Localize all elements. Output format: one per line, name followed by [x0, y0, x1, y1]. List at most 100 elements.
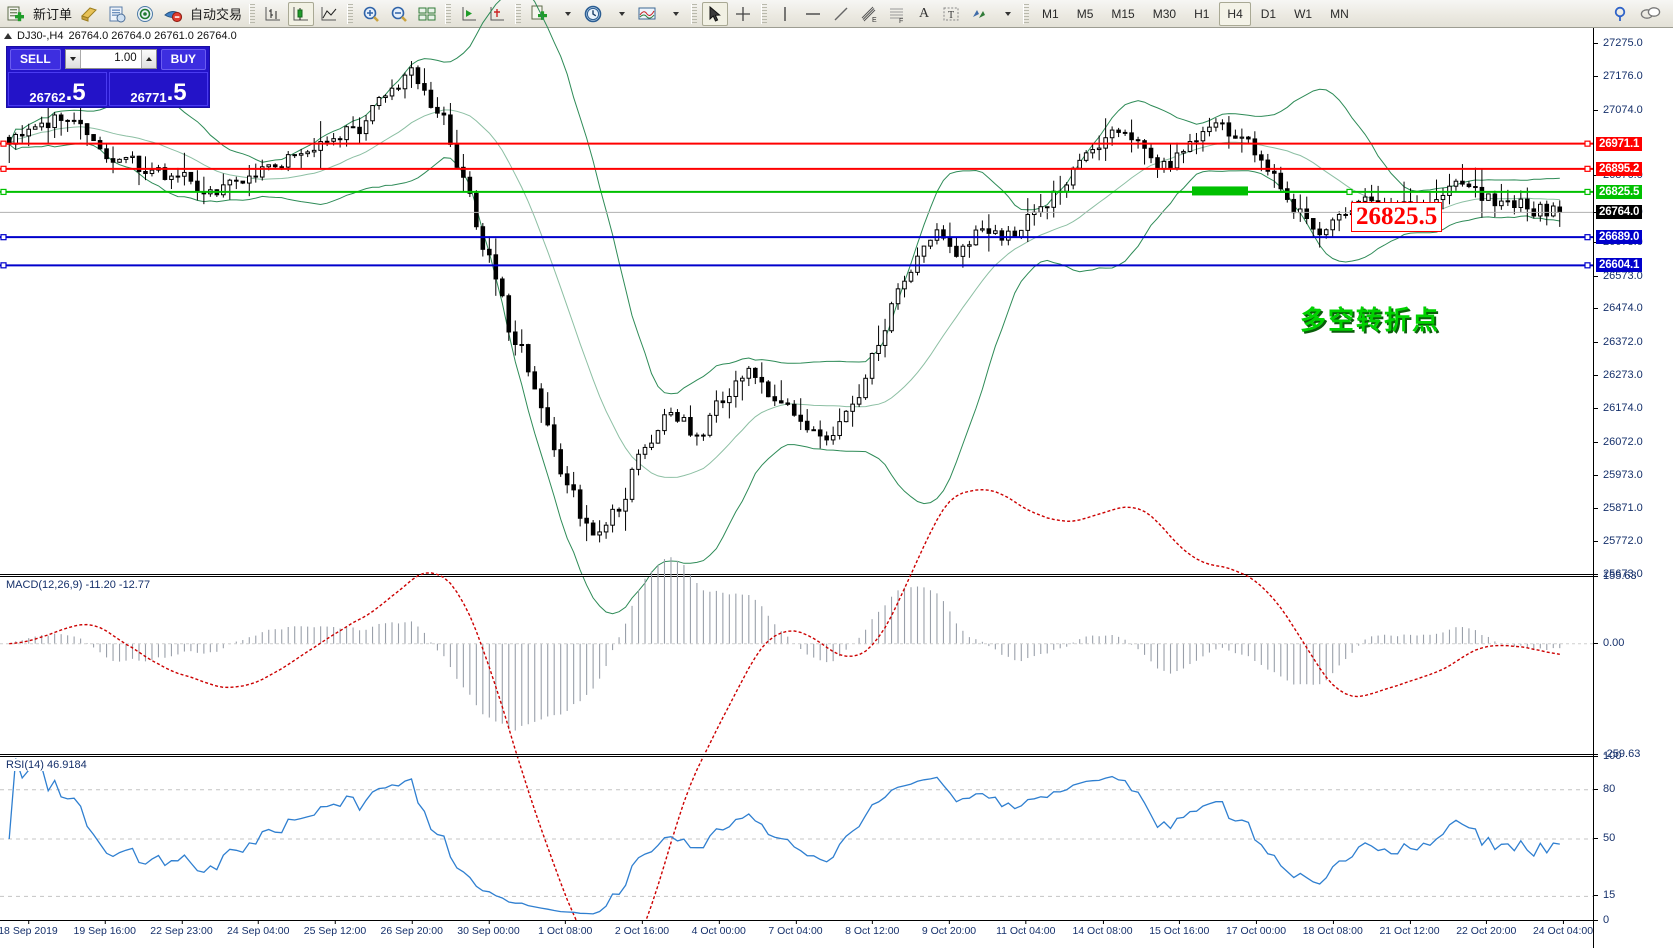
toolbar-separator — [761, 3, 768, 24]
arrows-dropdown-caret[interactable] — [994, 2, 1018, 26]
data-window-icon[interactable] — [104, 2, 130, 26]
autotrade-label[interactable]: 自动交易 — [190, 7, 243, 22]
svg-text:T: T — [948, 10, 954, 21]
crosshair-icon[interactable] — [730, 2, 756, 26]
macd-pane[interactable]: MACD(12,26,9) -11.20 -12.77 — [0, 488, 1593, 948]
horizontal-line-icon[interactable] — [800, 2, 826, 26]
auto-scroll-icon[interactable] — [484, 2, 510, 26]
time-tick: 2 Oct 16:00 — [614, 920, 670, 937]
one-click-trading-panel[interactable]: SELL 1.00 BUY 26762 .5 26771 .5 — [6, 46, 210, 108]
sell-price[interactable]: 26762 .5 — [8, 72, 107, 106]
fibonacci-icon[interactable]: F — [884, 2, 910, 26]
price-tick: 27074.0 — [1594, 104, 1643, 116]
cursor-icon[interactable] — [702, 1, 729, 26]
timeframe-mn[interactable]: MN — [1330, 6, 1349, 21]
time-tick: 17 Oct 00:00 — [1225, 920, 1287, 937]
buy-button[interactable]: BUY — [160, 48, 206, 70]
macd-tick: 155.63 — [1594, 570, 1637, 582]
timeframe-m30[interactable]: M30 — [1152, 6, 1177, 21]
chart-shift-icon[interactable] — [456, 2, 482, 26]
volume-increment-icon[interactable] — [140, 50, 156, 68]
timeframe-m15[interactable]: M15 — [1111, 6, 1135, 21]
sell-price-integer: 26762 — [29, 90, 66, 105]
trade-panel-controls: SELL 1.00 BUY — [7, 47, 209, 71]
sell-button[interactable]: SELL — [10, 48, 61, 70]
expert-advisor-icon[interactable] — [76, 2, 102, 26]
period-separator-icon[interactable] — [580, 2, 606, 26]
price-chart-canvas — [0, 0, 1593, 615]
time-tick: 1 Oct 08:00 — [538, 920, 593, 937]
chat-icon[interactable] — [1636, 2, 1664, 26]
timeframe-w1[interactable]: W1 — [1294, 6, 1313, 21]
price-level-chip[interactable]: 26971.1 — [1596, 136, 1643, 151]
price-level-chip[interactable]: 26689.0 — [1596, 230, 1643, 245]
line-chart-icon[interactable] — [316, 2, 342, 26]
symbol-name: DJ30-,H4 — [17, 30, 64, 42]
period-dropdown-caret[interactable] — [608, 2, 632, 26]
price-level-chip[interactable]: 26895.2 — [1596, 161, 1643, 176]
price-tick: 26273.0 — [1594, 369, 1643, 381]
new-order-label[interactable]: 新订单 — [33, 7, 73, 22]
rsi-tick: 100 — [1594, 750, 1621, 762]
price-level-chip[interactable]: 26825.5 — [1596, 184, 1643, 199]
time-tick: 4 Oct 00:00 — [691, 920, 746, 937]
arrows-icon[interactable] — [966, 2, 992, 26]
price-tick: 25871.0 — [1594, 502, 1643, 514]
text-label-icon[interactable]: T — [938, 2, 964, 26]
new-order-icon[interactable] — [3, 2, 29, 26]
alerts-icon[interactable] — [160, 2, 186, 26]
toolbar-separator — [1023, 3, 1030, 24]
volume-input[interactable]: 1.00 — [114, 52, 137, 64]
price-level-chip[interactable]: 26764.0 — [1596, 205, 1643, 220]
time-axis[interactable]: 18 Sep 2019 19 Sep 16:00 22 Sep 23:00 24 Se… — [0, 920, 1593, 948]
timeframe-m5[interactable]: M5 — [1076, 6, 1094, 21]
timeframe-h4[interactable]: H4 — [1219, 1, 1251, 26]
search-icon[interactable] — [1608, 2, 1634, 26]
symbol-ohlc: 26764.0 26764.0 26761.0 26764.0 — [68, 30, 237, 42]
trend-line-icon[interactable] — [828, 2, 854, 26]
time-tick: 8 Oct 12:00 — [845, 920, 900, 937]
rsi-pane[interactable]: RSI(14) 46.9184 — [0, 756, 1593, 920]
volume-decrement-icon[interactable] — [65, 50, 81, 68]
price-level-chip[interactable]: 26604.1 — [1596, 258, 1643, 273]
candlestick-chart-icon[interactable] — [288, 1, 315, 26]
trade-panel-prices: 26762 .5 26771 .5 — [7, 71, 209, 107]
indicators-icon[interactable] — [634, 2, 660, 26]
price-tick: 25973.0 — [1594, 469, 1643, 481]
templates-icon[interactable] — [526, 2, 552, 26]
price-pane[interactable] — [0, 0, 1593, 615]
main-toolbar: 新订单 — [0, 0, 1673, 28]
toolbar-separator — [347, 3, 354, 24]
indicators-dropdown-caret[interactable] — [662, 2, 686, 26]
text-icon[interactable]: A — [918, 5, 930, 21]
price-tick: 25772.0 — [1594, 535, 1643, 547]
navigator-icon[interactable] — [132, 2, 158, 26]
templates-dropdown-caret[interactable] — [554, 2, 578, 26]
timeframe-m1[interactable]: M1 — [1042, 6, 1059, 21]
macd-canvas — [0, 488, 1593, 948]
volume-stepper[interactable]: 1.00 — [64, 49, 157, 69]
price-tick: 25673.0 — [1594, 568, 1643, 580]
toolbar-separator — [691, 3, 698, 24]
vertical-line-icon[interactable] — [772, 2, 798, 26]
toolbar-separator — [515, 3, 522, 24]
zoom-in-icon[interactable] — [358, 2, 384, 26]
buy-price-integer: 26771 — [130, 90, 167, 105]
time-tick: 18 Sep 2019 — [0, 920, 58, 937]
rsi-tick: 15 — [1594, 889, 1615, 901]
price-axis[interactable]: 27275.027176.027074.026876.026764.026673… — [1593, 28, 1673, 948]
bar-chart-icon[interactable] — [260, 2, 286, 26]
timeframe-h1[interactable]: H1 — [1194, 6, 1210, 21]
tile-windows-icon[interactable] — [414, 2, 440, 26]
collapse-arrow-icon[interactable] — [4, 33, 12, 39]
time-tick: 7 Oct 04:00 — [768, 920, 823, 937]
equidistant-channel-icon[interactable]: E — [856, 2, 882, 26]
timeframe-d1[interactable]: D1 — [1260, 6, 1277, 21]
price-tick: 27275.0 — [1594, 37, 1643, 49]
price-tick: 26474.0 — [1594, 302, 1643, 314]
svg-text:E: E — [872, 17, 877, 24]
zoom-out-icon[interactable] — [386, 2, 412, 26]
price-tick: 26174.0 — [1594, 402, 1643, 414]
buy-price[interactable]: 26771 .5 — [109, 72, 208, 106]
